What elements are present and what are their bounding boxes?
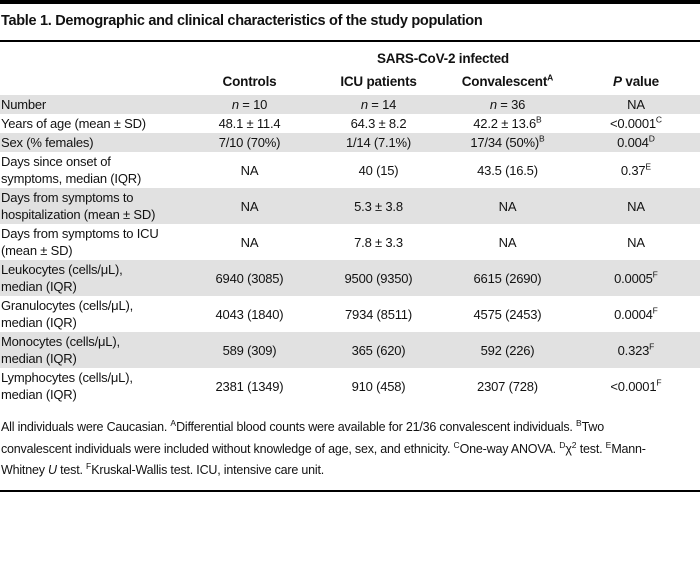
table-row: Days since onset of symptoms, median (IQ… xyxy=(0,152,700,188)
table-cell: 48.1 ± 11.4 xyxy=(218,116,281,131)
table-cell: n = 14 xyxy=(360,97,397,112)
table-cell: NA xyxy=(627,198,645,214)
table-cell: 589 (309) xyxy=(222,342,277,358)
footnote: All individuals were Caucasian. ADiffere… xyxy=(1,417,646,477)
row-label: Lymphocytes (cells/μL), median (IQR) xyxy=(1,370,133,402)
table-row: Leukocytes (cells/μL), median (IQR) 6940 … xyxy=(0,260,700,296)
table-cell: 7934 (8511) xyxy=(345,306,412,322)
group-header: SARS-CoV-2 infected xyxy=(377,51,509,66)
column-header-convalescent: ConvalescentA xyxy=(461,72,554,89)
table-row: Monocytes (cells/μL), median (IQR) 589 (3… xyxy=(0,332,700,368)
empty-header-cell xyxy=(0,81,185,83)
table-cell: 0.37E xyxy=(620,161,652,178)
row-label: Leukocytes (cells/μL), median (IQR) xyxy=(1,262,123,294)
table-cell: 1/14 (7.1%) xyxy=(345,135,411,150)
table-row: Sex (% females) 7/10 (70%) 1/14 (7.1%) 17/3… xyxy=(0,133,700,152)
table-row: Lymphocytes (cells/μL), median (IQR) 2381… xyxy=(0,368,700,404)
column-header-icu-patients: ICU patients xyxy=(340,74,417,89)
row-label: Granulocytes (cells/μL), median (IQR) xyxy=(1,298,134,330)
table-cell: <0.0001C xyxy=(609,114,663,131)
row-label: Sex (% females) xyxy=(1,135,94,150)
table-cell: 0.323F xyxy=(617,341,655,358)
table-row: Number n = 10 n = 14 n = 36 NA xyxy=(0,95,700,114)
table-cell: 0.0004F xyxy=(614,305,658,322)
table-cell: 7.8 ± 3.3 xyxy=(354,234,403,250)
table-cell: 4043 (1840) xyxy=(215,306,284,322)
row-label: Days from symptoms to ICU (mean ± SD) xyxy=(1,226,159,258)
table-cell: 40 (15) xyxy=(358,162,399,178)
table-cell: 0.0005F xyxy=(614,269,658,286)
table-cell: 5.3 ± 3.8 xyxy=(354,198,403,214)
table-cell: 6940 (3085) xyxy=(215,270,284,286)
table-body: Number n = 10 n = 14 n = 36 NA Years of age (… xyxy=(0,95,700,404)
column-header-controls: Controls xyxy=(222,74,277,89)
row-label: Monocytes (cells/μL), median (IQR) xyxy=(1,334,120,366)
table-cell: 64.3 ± 8.2 xyxy=(350,116,407,131)
table-cell: 6615 (2690) xyxy=(473,270,542,286)
row-label: Days since onset of symptoms, median (IQ… xyxy=(1,154,142,186)
group-header-row: SARS-CoV-2 infected xyxy=(0,49,700,68)
table-cell: 7/10 (70%) xyxy=(218,135,281,150)
table-row: Days from symptoms to hospitalization (m… xyxy=(0,188,700,224)
table-cell: 0.004D xyxy=(617,133,655,150)
table-cell: 4575 (2453) xyxy=(473,306,542,322)
table-cell: NA xyxy=(498,198,517,214)
table-title: Table 1. Demographic and clinical charac… xyxy=(0,4,700,42)
table-cell: NA xyxy=(240,198,259,214)
table-cell: 42.2 ± 13.6B xyxy=(473,114,542,131)
table-cell: n = 10 xyxy=(231,97,268,112)
table-cell: n = 36 xyxy=(489,97,526,112)
row-label: Years of age (mean ± SD) xyxy=(1,116,146,131)
table-cell: 9500 (9350) xyxy=(344,270,413,286)
bottom-rule xyxy=(0,489,700,492)
row-label: Number xyxy=(1,97,47,112)
table-cell: 2381 (1349) xyxy=(215,378,284,394)
table-cell: NA xyxy=(627,234,645,250)
table-row: Days from symptoms to ICU (mean ± SD) NA 7… xyxy=(0,224,700,260)
top-rule xyxy=(0,0,700,4)
table-row: Granulocytes (cells/μL), median (IQR) 404… xyxy=(0,296,700,332)
table-cell: NA xyxy=(240,162,259,178)
table-cell: NA xyxy=(627,97,645,112)
demographics-table: SARS-CoV-2 infected Controls ICU patients… xyxy=(0,49,700,404)
table-cell: 2307 (728) xyxy=(477,378,538,394)
table-cell: 365 (620) xyxy=(351,342,406,358)
row-label: Days from symptoms to hospitalization (m… xyxy=(1,190,156,222)
table-cell: <0.0001F xyxy=(610,377,662,394)
table-cell: NA xyxy=(498,234,517,250)
column-header-p-value: P value xyxy=(613,74,659,89)
table-cell: NA xyxy=(240,234,259,250)
table-cell: 910 (458) xyxy=(351,378,406,394)
table-cell: 17/34 (50%)B xyxy=(470,133,545,150)
column-header-row: Controls ICU patients ConvalescentA P value xyxy=(0,68,700,95)
table-cell: 592 (226) xyxy=(480,342,535,358)
table-row: Years of age (mean ± SD) 48.1 ± 11.4 64.3 … xyxy=(0,114,700,133)
table-cell: 43.5 (16.5) xyxy=(477,162,538,178)
